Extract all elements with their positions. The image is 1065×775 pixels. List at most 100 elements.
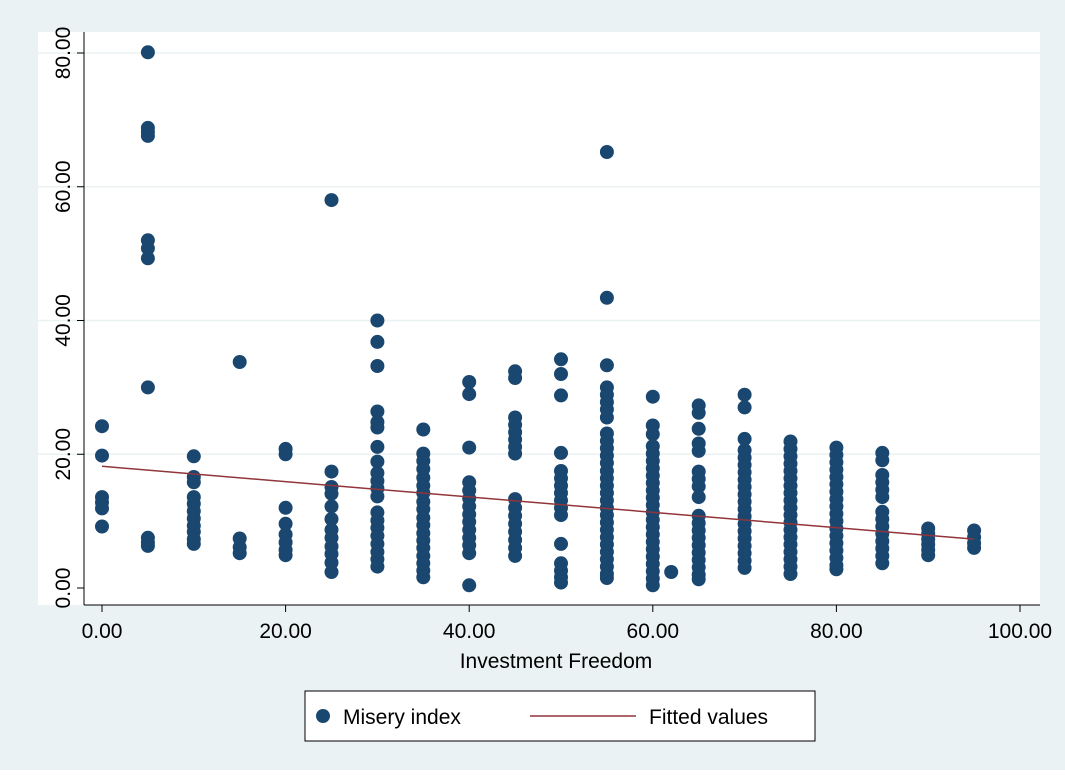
tick-labels: 0.00 20.00 40.00 60.00 80.00 100.00 0.00 20.00 4… bbox=[52, 27, 1052, 643]
data-point bbox=[140, 380, 155, 395]
legend-label-misery-index: Misery index bbox=[343, 706, 461, 729]
data-point bbox=[599, 410, 614, 425]
data-point bbox=[140, 128, 155, 143]
legend-label-fitted-values: Fitted values bbox=[649, 706, 768, 729]
legend: Misery index Fitted values bbox=[304, 690, 816, 742]
data-point bbox=[508, 548, 523, 563]
fitted-line-group bbox=[101, 465, 975, 540]
data-point bbox=[664, 565, 679, 579]
data-point bbox=[186, 475, 201, 490]
x-tick-label: 0.00 bbox=[82, 620, 123, 643]
data-point bbox=[140, 241, 155, 256]
data-point bbox=[462, 375, 477, 389]
data-point bbox=[462, 578, 477, 593]
data-point bbox=[324, 486, 339, 501]
data-point bbox=[278, 500, 293, 515]
data-point bbox=[875, 490, 890, 505]
data-point bbox=[370, 404, 385, 419]
y-tick-label: 80.00 bbox=[52, 27, 75, 80]
data-point bbox=[737, 400, 752, 415]
data-point bbox=[370, 420, 385, 435]
y-tick-label: 0.00 bbox=[52, 568, 75, 609]
data-point bbox=[186, 536, 201, 551]
data-point bbox=[95, 419, 109, 434]
data-point bbox=[278, 516, 293, 531]
fitted-line bbox=[101, 465, 975, 540]
data-point bbox=[324, 499, 339, 514]
y-tick-label: 40.00 bbox=[52, 294, 75, 347]
data-point bbox=[462, 440, 477, 455]
data-point bbox=[737, 431, 752, 446]
data-point bbox=[599, 290, 614, 305]
data-point bbox=[783, 567, 798, 581]
data-point bbox=[370, 359, 385, 373]
data-point bbox=[599, 145, 614, 159]
data-point bbox=[370, 454, 385, 469]
data-point bbox=[737, 560, 752, 575]
data-point bbox=[95, 448, 109, 463]
data-point bbox=[95, 519, 109, 534]
gridlines bbox=[38, 52, 1040, 455]
data-point bbox=[967, 540, 982, 555]
data-point bbox=[370, 489, 385, 504]
data-point bbox=[645, 389, 660, 404]
data-point bbox=[324, 464, 339, 479]
data-point bbox=[691, 421, 706, 436]
data-point bbox=[554, 388, 568, 403]
data-point bbox=[186, 449, 201, 464]
axes bbox=[83, 32, 1040, 606]
data-point bbox=[599, 358, 614, 373]
x-tick-label: 100.00 bbox=[988, 620, 1052, 643]
data-point bbox=[691, 405, 706, 420]
y-tick-label: 20.00 bbox=[52, 428, 75, 481]
data-point bbox=[508, 446, 523, 461]
x-tick-label: 40.00 bbox=[443, 620, 496, 643]
data-point bbox=[599, 571, 614, 585]
data-point bbox=[875, 453, 890, 468]
data-point bbox=[95, 501, 109, 516]
data-point bbox=[416, 422, 431, 437]
data-point bbox=[278, 548, 293, 563]
data-point bbox=[462, 387, 477, 402]
data-point bbox=[691, 479, 706, 494]
y-tick-label: 60.00 bbox=[52, 160, 75, 213]
data-point bbox=[370, 559, 385, 574]
data-point bbox=[232, 355, 247, 369]
data-point bbox=[462, 546, 477, 561]
data-point bbox=[370, 313, 385, 328]
scatter-markers bbox=[95, 45, 982, 593]
x-tick-label: 60.00 bbox=[627, 620, 680, 643]
data-point bbox=[324, 193, 339, 208]
x-tick-label: 20.00 bbox=[259, 620, 312, 643]
data-point bbox=[737, 387, 752, 402]
data-point bbox=[554, 352, 568, 367]
data-point bbox=[554, 536, 568, 551]
data-point bbox=[140, 251, 155, 266]
data-point bbox=[370, 334, 385, 349]
data-point bbox=[140, 538, 155, 553]
legend-marker-misery-index bbox=[316, 709, 330, 723]
data-point bbox=[691, 443, 706, 458]
data-point bbox=[921, 548, 936, 563]
data-point bbox=[324, 512, 339, 527]
data-point bbox=[691, 490, 706, 505]
data-point bbox=[691, 572, 706, 587]
data-point bbox=[875, 556, 890, 571]
data-point bbox=[370, 439, 385, 454]
plot-region bbox=[38, 32, 1040, 605]
data-point bbox=[554, 575, 568, 590]
data-point bbox=[232, 546, 247, 561]
x-tick-label: 80.00 bbox=[810, 620, 863, 643]
data-point bbox=[554, 445, 568, 460]
data-point bbox=[554, 367, 568, 381]
x-axis-label: Investment Freedom bbox=[460, 650, 653, 673]
data-point bbox=[140, 45, 155, 60]
data-point bbox=[645, 578, 660, 593]
data-point bbox=[278, 447, 293, 462]
data-point bbox=[324, 565, 339, 579]
data-point bbox=[829, 562, 844, 577]
data-point bbox=[416, 570, 431, 585]
data-point bbox=[508, 371, 523, 385]
